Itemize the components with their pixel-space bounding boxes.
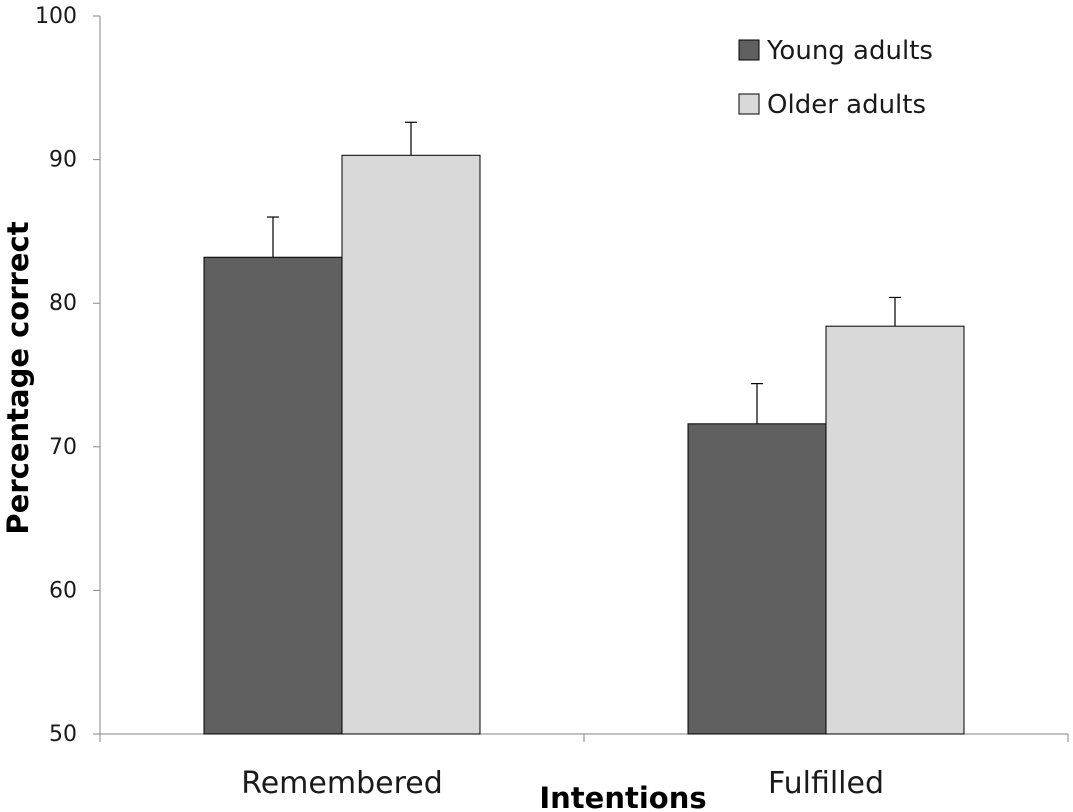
y-tick-label: 90 <box>49 148 77 173</box>
category-label: Remembered <box>241 766 443 801</box>
legend: Young adults Older adults <box>738 36 933 120</box>
category-labels: Remembered Fulfilled <box>241 766 884 801</box>
y-tick-label: 50 <box>49 722 77 747</box>
bar-young-adults-fulfilled <box>687 423 827 735</box>
legend-label-older-adults: Older adults <box>767 90 926 120</box>
error-bars <box>267 121 901 424</box>
x-ticks <box>99 734 1069 742</box>
y-axis-title: Percentage correct <box>1 221 35 534</box>
category-label: Fulfilled <box>768 766 884 801</box>
x-axis-title: Intentions <box>539 781 706 812</box>
legend-swatch-young-adults <box>738 39 760 61</box>
y-tick-label: 100 <box>35 4 77 29</box>
bar-young-adults-remembered <box>203 256 343 735</box>
y-tick-label: 80 <box>49 291 77 316</box>
bar-older-adults-remembered <box>341 154 481 735</box>
legend-label-young-adults: Young adults <box>766 36 933 66</box>
y-ticks: 50 60 70 80 90 100 <box>35 4 100 747</box>
legend-swatch-older-adults <box>738 93 760 115</box>
bar-older-adults-fulfilled <box>825 325 965 735</box>
y-tick-label: 60 <box>49 578 77 603</box>
y-tick-label: 70 <box>49 435 77 460</box>
bars <box>203 154 965 735</box>
